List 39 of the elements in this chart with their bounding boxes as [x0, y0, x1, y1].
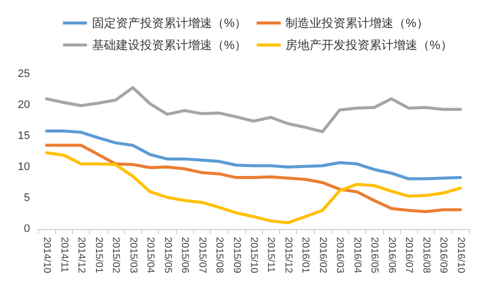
- x-tick-label: 2015/07: [196, 237, 208, 274]
- x-tick-label: 2015/01: [92, 237, 104, 274]
- x-tick-label: 2016/03: [334, 237, 346, 274]
- y-tick-label: 25: [18, 68, 30, 80]
- x-tick-label: 2016/05: [368, 237, 380, 274]
- x-tick-label: 2016/08: [420, 237, 432, 274]
- line-series: [45, 86, 462, 134]
- legend-label: 固定资产投资累计增速（%）: [92, 16, 247, 30]
- x-tick-label: 2016/02: [316, 237, 328, 274]
- x-tick-label: 2014/10: [41, 237, 52, 274]
- x-tick-label: 2014/12: [76, 237, 87, 274]
- legend-label: 基础建设投资累计增速（%）: [92, 38, 247, 52]
- x-tick-label: 2015/03: [127, 237, 138, 274]
- x-tick-label: 2014/11: [58, 237, 70, 273]
- x-tick-label: 2016/06: [386, 237, 397, 274]
- x-tick-label: 2015/11: [265, 237, 276, 273]
- line-series: [45, 144, 462, 214]
- x-tick-label: 2016/07: [403, 237, 414, 274]
- x-tick-label: 2016/01: [300, 237, 311, 274]
- x-tick-label: 2015/12: [282, 237, 294, 274]
- y-tick-label: 15: [18, 130, 30, 142]
- y-tick-label: 0: [24, 223, 30, 235]
- legend-label: 制造业投资累计增速（%）: [286, 16, 428, 30]
- line-series: [45, 151, 462, 224]
- x-tick-label: 2015/09: [230, 237, 242, 274]
- x-tick-label: 2015/05: [162, 237, 173, 274]
- legend-label: 房地产开发投资累计增速（%）: [286, 38, 452, 52]
- y-tick-label: 20: [18, 99, 30, 111]
- line-series: [45, 130, 462, 180]
- x-tick-label: 2015/04: [144, 237, 156, 274]
- x-tick-label: 2015/10: [248, 237, 259, 274]
- x-tick-label: 2015/06: [179, 237, 190, 274]
- y-tick-label: 10: [18, 161, 30, 173]
- x-tick-label: 2016/04: [351, 237, 362, 274]
- y-tick-label: 5: [24, 192, 30, 204]
- x-tick-label: 2015/08: [214, 237, 225, 274]
- x-tick-label: 2016/09: [438, 237, 449, 274]
- x-tick-label: 2016/10: [454, 237, 466, 274]
- x-tick-label: 2015/02: [110, 237, 122, 274]
